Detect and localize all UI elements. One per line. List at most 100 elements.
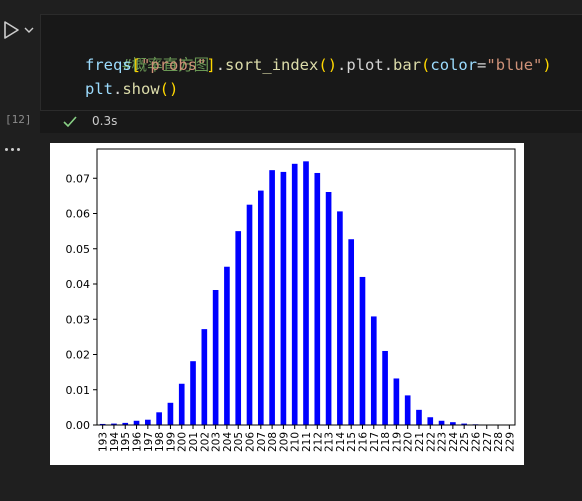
x-tick-label: 208 [267,432,279,452]
code-token: "probs" [141,56,207,74]
code-token: ( [421,56,431,74]
x-tick-label: 215 [346,432,358,452]
ellipsis-icon[interactable] [5,145,25,155]
bar [167,402,174,425]
x-tick-label: 216 [357,432,369,452]
bar [246,204,253,425]
code-line-1: #概率直方图 [85,29,209,101]
x-tick-label: 205 [233,432,245,452]
x-tick-label: 196 [132,432,144,452]
run-cell-button[interactable] [2,20,22,40]
bar [370,316,377,425]
bar [337,211,343,425]
code-token: sort_index [225,56,319,74]
code-token: color [430,56,478,74]
y-tick-label: 0.01 [66,384,91,397]
play-icon [4,21,19,39]
code-token: "blue" [486,56,543,74]
code-line-3: plt.show() [85,77,178,101]
x-tick-label: 209 [278,432,290,452]
chevron-down-icon [24,27,34,33]
cell-output: 0.00 0.01 0.02 0.03 0.04 0.05 0.06 0.07 193 194 19… [50,143,524,465]
x-tick-label: 222 [425,432,437,452]
x-tick-label: 212 [312,432,324,452]
code-token: show [122,80,160,98]
bar [303,161,309,425]
bar [438,420,445,425]
bar [156,412,162,425]
code-token: plt [85,80,113,98]
x-tick-label: 206 [245,432,257,452]
y-tick-label: 0.00 [66,419,91,432]
bar [111,423,117,425]
bar [427,417,434,425]
code-token: bar [393,56,422,74]
bar [133,420,140,425]
x-tick-label: 228 [493,432,505,452]
bar [404,395,411,425]
x-tick-label: 220 [403,432,415,452]
y-tick-label: 0.04 [66,278,91,291]
x-tick-label: 203 [211,432,223,452]
bar [201,329,208,425]
bar [291,163,298,425]
bar [280,171,287,425]
code-token: () [318,56,338,74]
run-options-button[interactable] [22,22,36,36]
bar [235,231,242,425]
x-tick-label: 193 [98,432,110,452]
x-tick-label: 214 [335,432,347,452]
bar [461,423,467,425]
code-token: ] [206,56,216,74]
bar [178,383,185,425]
x-tick-label: 201 [188,432,200,452]
x-tick-label: 204 [222,432,234,452]
code-token: [ [131,56,142,74]
x-tick-label: 221 [414,432,426,452]
bar [314,172,321,425]
x-tick-label: 217 [369,432,381,452]
x-tick-label: 200 [177,432,189,452]
x-tick-label: 197 [143,432,155,452]
code-token: . [215,56,226,74]
bar [99,423,106,425]
y-tick-label: 0.07 [66,172,91,185]
y-tick-label: 0.05 [66,243,91,256]
x-tick-label: 195 [120,432,132,452]
x-tick-label: 210 [290,432,302,452]
x-tick-label: 219 [391,432,403,452]
x-tick-label: 218 [380,432,392,452]
x-tick-label: 211 [301,432,313,452]
bar [212,289,219,425]
cell-status-bar: 0.3s [40,110,582,133]
x-tick-label: 207 [256,432,268,452]
code-token: .plot. [337,56,394,74]
y-tick-label: 0.06 [66,208,91,221]
bar [416,409,422,425]
check-icon [63,116,77,128]
x-tick-label: 199 [165,432,177,452]
code-comment: #概率直方图 [122,56,210,74]
bar [122,422,129,425]
code-cell-editor[interactable]: #概率直方图 freqs["probs"].sort_index().plot.… [40,14,582,112]
x-tick-label: 227 [482,432,494,452]
code-token: freqs [85,56,132,74]
bar [348,239,355,425]
x-tick-label: 229 [504,432,516,452]
x-tick-label: 226 [470,432,482,452]
x-tick-label: 202 [199,432,211,452]
x-tick-label: 213 [324,432,336,452]
code-token: = [477,56,487,74]
bar [359,276,366,425]
y-tick-label: 0.03 [66,313,91,326]
execution-count: [12] [5,113,32,126]
y-tick-label: 0.02 [66,349,91,362]
code-line-2: freqs["probs"].sort_index().plot.bar(col… [85,53,552,77]
bar [190,361,196,425]
x-tick-label: 223 [437,432,449,452]
x-tick-label: 198 [154,432,166,452]
bar [382,350,388,425]
bar [257,190,264,425]
x-tick-label: 194 [109,432,121,452]
